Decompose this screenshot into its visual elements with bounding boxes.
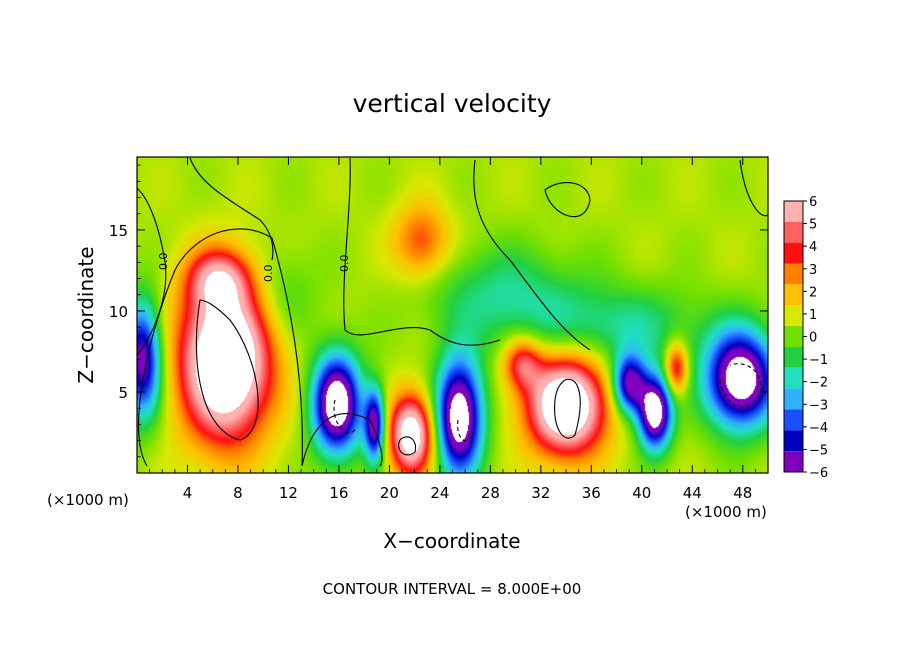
- chart-title: vertical velocity: [353, 89, 552, 118]
- colorbar-label: −1: [809, 353, 828, 368]
- colorbar-swatch: [784, 201, 803, 222]
- x-tick-label: 48: [733, 484, 752, 502]
- y-axis-label: Z−coordinate: [74, 246, 98, 383]
- colorbar-swatch: [784, 367, 803, 389]
- colorbar-label: −2: [809, 376, 828, 391]
- x-tick-label: 8: [233, 484, 243, 502]
- x-unit-right: (×1000 m): [685, 503, 767, 521]
- contour-zero-mid: [343, 157, 501, 346]
- x-tick-label: 32: [531, 484, 550, 502]
- y-axis: 5 10 15: [109, 164, 768, 458]
- colorbar-label: −3: [809, 398, 828, 413]
- x-tick-label: 36: [582, 484, 601, 502]
- colorbar-label: 1: [809, 308, 817, 323]
- colorbar-swatch: [784, 451, 803, 472]
- x-tick-label: 12: [279, 484, 298, 502]
- contour-zero-right: [473, 159, 591, 351]
- x-tick-label: 16: [329, 484, 348, 502]
- colorbar-swatch: [784, 221, 803, 243]
- contour-label-2: 0.0: [262, 265, 275, 283]
- x-tick-label: 4: [183, 484, 193, 502]
- contour-label-1: 0.0: [157, 253, 170, 271]
- colorbar-label: 5: [809, 218, 817, 233]
- colorbar-swatch: [784, 242, 803, 264]
- colorbar-label: 6: [809, 195, 817, 210]
- colorbar-swatch: [784, 409, 803, 431]
- colorbar-swatch: [784, 326, 803, 347]
- plot-area: 0.0 0.0 0.0: [136, 156, 769, 474]
- contour-low-mid: [301, 413, 383, 467]
- colorbar-label: −5: [809, 443, 828, 458]
- colorbar-swatch: [784, 263, 803, 285]
- contour-label-3: 0.0: [338, 255, 351, 273]
- colorbar: 6 5 4 3 2 1 0 −1 −2 −3 −4 −5 −6: [783, 195, 828, 481]
- contour-inner-plume: [195, 299, 259, 441]
- contour-far-right: [739, 159, 769, 217]
- x-axis: 4 8 12 16 20 24 28 32 36 40 44 48: [149, 157, 756, 502]
- contour-updraft-right: [554, 378, 581, 439]
- colorbar-swatch: [784, 284, 803, 306]
- x-tick-label: 40: [632, 484, 651, 502]
- contour-zero-plume: [137, 228, 303, 467]
- contour-updraft-loop: [398, 436, 417, 456]
- contour-dashed-1: [333, 399, 356, 433]
- heatmap-image: [137, 157, 768, 473]
- y-tick-label: 5: [118, 384, 128, 402]
- x-unit-left: (×1000 m): [47, 491, 129, 509]
- colorbar-swatch: [784, 430, 803, 452]
- colorbar-label: 0: [809, 331, 817, 346]
- colorbar-label: 2: [809, 285, 817, 300]
- contour-upper-left: [189, 157, 274, 261]
- contour-interval-footer: CONTOUR INTERVAL = 8.000E+00: [323, 580, 582, 598]
- contour-lines: [136, 157, 769, 467]
- colorbar-swatch: [784, 346, 803, 368]
- contour-zero-left: [136, 187, 167, 356]
- contour-upper-right: [544, 182, 591, 218]
- x-axis-label: X−coordinate: [383, 529, 520, 553]
- y-tick-label: 10: [109, 303, 128, 321]
- colorbar-label: −4: [809, 421, 828, 436]
- colorbar-label: 4: [809, 240, 817, 255]
- colorbar-swatch: [784, 388, 803, 410]
- colorbar-label: 3: [809, 263, 817, 278]
- x-tick-label: 20: [380, 484, 399, 502]
- x-tick-label: 44: [683, 484, 702, 502]
- contour-dashed-2: [457, 419, 473, 442]
- x-tick-label: 28: [481, 484, 500, 502]
- colorbar-label: −6: [809, 466, 828, 481]
- colorbar-swatch: [784, 305, 803, 327]
- x-tick-label: 24: [430, 484, 449, 502]
- y-tick-label: 15: [109, 222, 128, 240]
